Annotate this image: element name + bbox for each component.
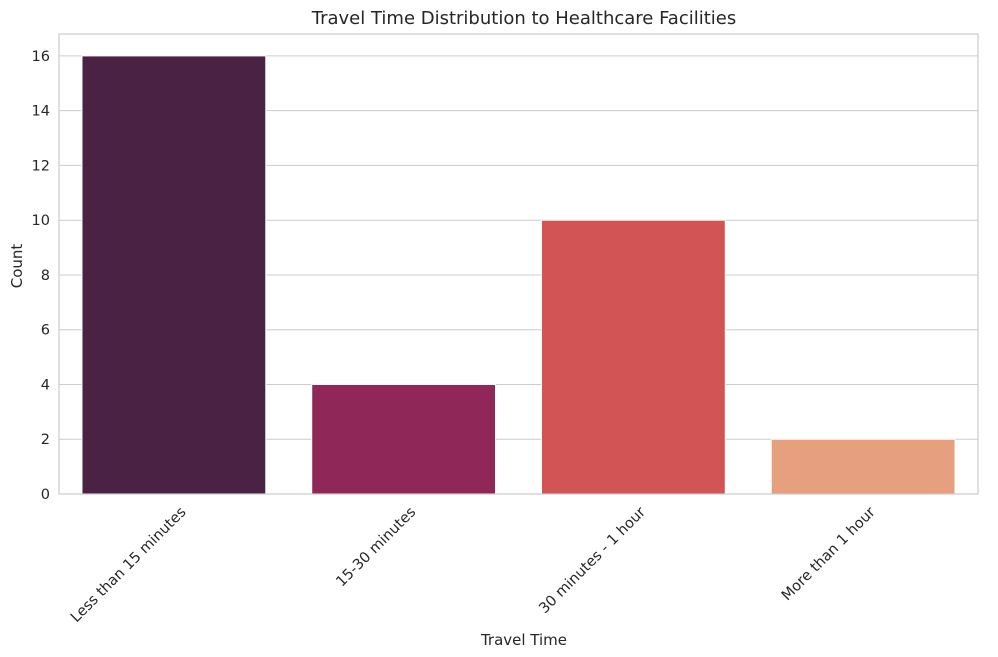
x-axis-ticks: Less than 15 minutes 15-30 minutes 30 minu… (68, 504, 879, 625)
y-tick-label: 8 (41, 268, 50, 284)
y-tick-label: 6 (41, 323, 50, 339)
bar (311, 383, 497, 495)
y-tick-label: 4 (41, 377, 50, 393)
bar (540, 219, 726, 495)
x-tick-label: More than 1 hour (779, 504, 879, 604)
bar (81, 55, 267, 495)
bar (770, 438, 956, 495)
x-tick-label: 30 minutes - 1 hour (536, 504, 649, 617)
y-tick-label: 12 (32, 158, 50, 174)
x-tick-label: Less than 15 minutes (68, 504, 189, 625)
y-axis-ticks: 0 2 4 6 8 10 12 14 16 (32, 49, 50, 503)
chart-title: Travel Time Distribution to Healthcare F… (311, 8, 737, 29)
y-tick-label: 14 (32, 104, 50, 120)
x-tick-label: 15-30 minutes (333, 504, 419, 590)
y-tick-label: 16 (32, 49, 50, 65)
plot-frame (58, 33, 979, 495)
y-tick-label: 0 (41, 487, 50, 503)
x-axis-label: Travel Time (480, 631, 567, 649)
y-axis-label: Count (8, 244, 26, 289)
y-tick-label: 2 (41, 432, 50, 448)
y-tick-label: 10 (32, 213, 50, 229)
bars (81, 55, 956, 495)
